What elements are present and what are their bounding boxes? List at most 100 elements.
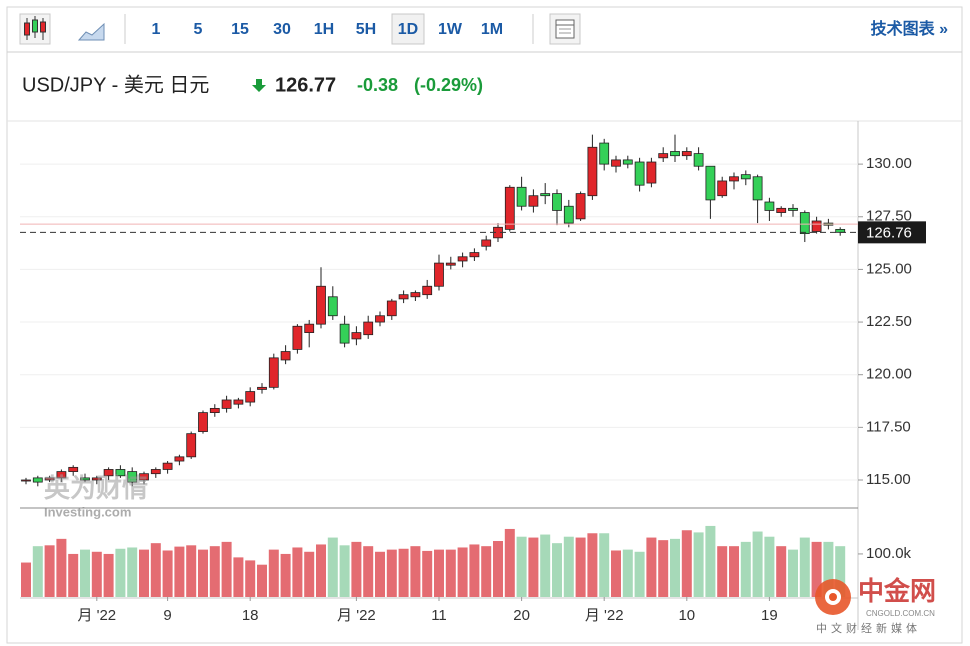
volume-bar	[493, 541, 503, 597]
y-tick-label: 125.00	[866, 260, 912, 277]
candle-icon[interactable]	[19, 13, 51, 45]
interval-button[interactable]: 1	[152, 21, 161, 38]
x-tick-label: 19	[761, 607, 778, 624]
volume-bar	[363, 546, 374, 597]
volume-bar	[280, 553, 291, 597]
candle-body	[504, 186, 515, 230]
candle-body	[257, 386, 267, 390]
candle-body	[91, 477, 102, 481]
candle-body	[410, 292, 421, 298]
candle-body	[764, 201, 775, 211]
volume-bar	[245, 560, 256, 597]
candle-body	[186, 433, 197, 458]
volume-bar	[575, 537, 586, 597]
interval-button[interactable]: 5	[194, 21, 203, 38]
volume-bar	[434, 549, 444, 597]
site-watermark: 中文财经新媒体	[816, 621, 921, 635]
candle-body	[139, 473, 149, 481]
candle-body	[316, 285, 326, 325]
candle-body	[587, 146, 598, 197]
volume-bar	[705, 525, 716, 597]
volume-bar	[80, 549, 90, 597]
area-icon[interactable]	[77, 22, 105, 41]
symbol: USD/JPY - 美元 日元	[22, 73, 209, 96]
candle-body	[44, 477, 55, 481]
candle-body	[658, 153, 669, 159]
frame	[6, 6, 963, 644]
candle-body	[575, 193, 586, 220]
candle-body	[481, 239, 492, 247]
last-price-box	[858, 221, 926, 244]
plot: 115.00 117.50 120.00 122.50 125.00 127.50 130.…	[20, 134, 926, 624]
change: -0.38	[357, 75, 398, 95]
volume-bar	[658, 540, 669, 597]
candle-body	[445, 262, 456, 266]
candle-body	[386, 300, 397, 317]
table-icon[interactable]	[549, 13, 581, 45]
candle-body	[351, 332, 362, 340]
y-tick-label: 130.00	[866, 155, 912, 172]
x-tick-label: 月 '22	[77, 607, 116, 624]
y-tick-label: 122.50	[866, 313, 912, 330]
y-tick-label: 117.50	[866, 418, 911, 435]
site-watermark: CNGOLD.COM.CN	[866, 609, 935, 618]
candle-body	[339, 323, 350, 344]
interval-button[interactable]: 15	[231, 21, 249, 38]
volume-bar	[410, 546, 421, 597]
candle-body	[540, 193, 551, 197]
interval-button[interactable]: 1H	[314, 21, 334, 38]
volume-bar	[469, 544, 480, 597]
candle-body	[563, 205, 574, 224]
candle-body	[776, 207, 787, 213]
candle-body	[599, 142, 610, 165]
candle-body	[705, 165, 716, 201]
interval-button[interactable]: 1M	[481, 21, 503, 38]
volume-bar	[150, 543, 161, 597]
x-tick-label: 11	[431, 607, 447, 624]
site-watermark: 中金网	[858, 576, 936, 606]
candle-body	[788, 207, 798, 211]
candle-body	[150, 469, 161, 475]
candle-body	[233, 399, 244, 405]
candle-body	[68, 466, 79, 472]
candle-body	[552, 193, 562, 211]
candle-body	[729, 176, 739, 182]
interval-button[interactable]: 1W	[438, 21, 463, 38]
candle-body	[693, 153, 704, 167]
candle-body	[740, 174, 751, 180]
volume-bar	[115, 548, 126, 597]
volume-bar	[233, 557, 244, 597]
volume-bar	[327, 537, 338, 597]
volume-bar	[788, 549, 798, 597]
candle-body	[811, 220, 822, 232]
volume-bar	[21, 562, 31, 597]
candle-body	[469, 252, 480, 258]
volume-bar	[375, 551, 385, 597]
interval-button[interactable]: 1D	[398, 21, 418, 38]
price: 126.77	[275, 74, 336, 96]
candle-body	[268, 357, 279, 388]
volume-bar	[257, 564, 267, 597]
volume-bar	[209, 546, 220, 597]
candle-body	[80, 477, 90, 481]
x-tick-label: 9	[163, 607, 171, 624]
volume-bar	[740, 541, 751, 597]
volume-bar	[729, 546, 739, 597]
candle-body	[646, 161, 657, 184]
volume-bar	[516, 536, 527, 597]
volume-bar	[445, 549, 456, 597]
candle-body	[292, 325, 303, 350]
candle-body	[127, 471, 138, 483]
volume-bar	[422, 550, 433, 597]
x-tick-label: 10	[678, 607, 695, 624]
volume-bar	[681, 530, 692, 597]
candle-body	[422, 285, 433, 296]
interval-button[interactable]: 5H	[356, 21, 376, 38]
candle-body	[681, 151, 692, 157]
y-tick-label: 127.50	[866, 208, 912, 225]
volume-bar	[221, 541, 232, 597]
tech-chart-link[interactable]: 技术图表 »	[871, 19, 948, 38]
interval-button[interactable]: 30	[273, 21, 291, 38]
candle-body	[209, 407, 220, 414]
volume-bar	[799, 537, 810, 597]
